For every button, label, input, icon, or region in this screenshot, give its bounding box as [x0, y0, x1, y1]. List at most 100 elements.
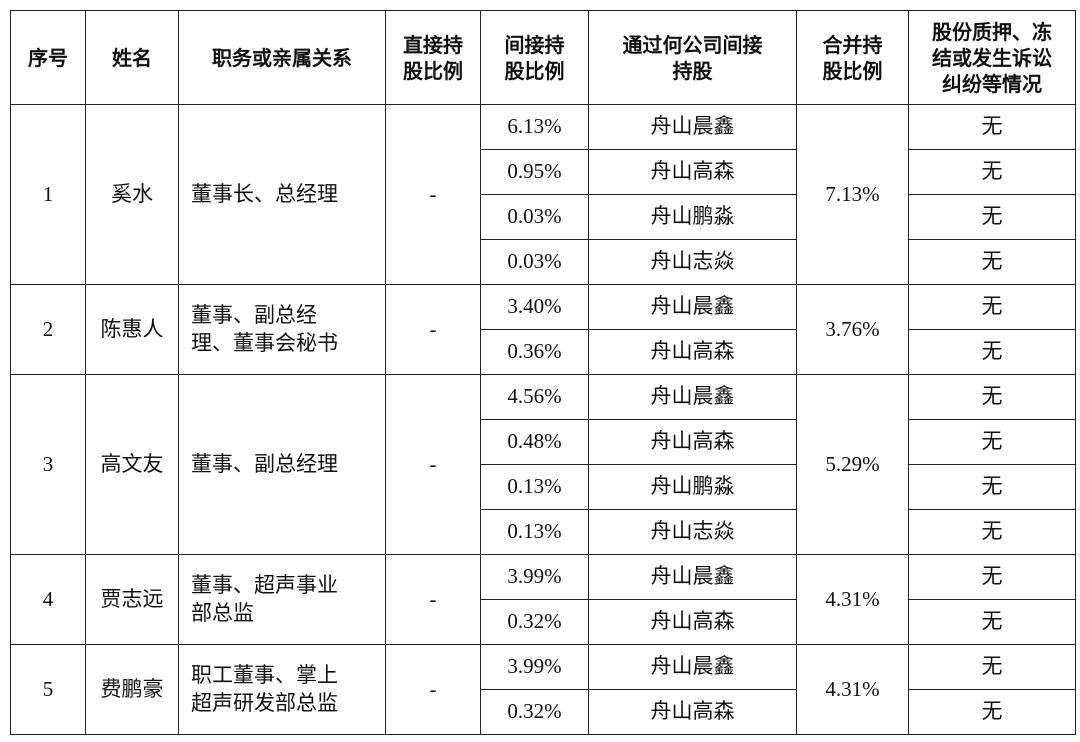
header-cell: 股份质押、冻 结或发生诉讼 纠纷等情况 [908, 10, 1076, 105]
table-row: 0.13% 舟山志焱 无 [11, 509, 1076, 555]
cell-line: 结或发生诉讼 [932, 45, 1052, 70]
pledge-cell: 无 [908, 689, 1076, 735]
indirect-pct-cell: 0.13% [480, 464, 589, 510]
index-cell: 2 [10, 284, 86, 375]
shareholding-table: 序号 姓名 职务或亲属关系 直接持 股比例 间接持 股比例 通过何公司间接 持股 合并持 股比例 股份… [10, 10, 1076, 735]
name-cell: 陈惠人 [85, 284, 179, 375]
cell-line: 股份质押、冻 [932, 19, 1052, 44]
table-row: 0.13% 舟山鹏淼 无 [11, 464, 1076, 510]
header-cell: 通过何公司间接 持股 [588, 10, 797, 105]
table-row: 3 高文友 董事、副总经理 -4.56% 舟山晨鑫 5.29% 无 [10, 374, 1076, 555]
table-row: 4 贾志远 董事、超声事业 部总监 -3.99% 舟山晨鑫 4.31% 无 [10, 554, 1076, 645]
indirect-pct-cell: 0.95% [480, 149, 589, 195]
indirect-pct-cell: 3.40% [480, 284, 589, 330]
cell-line: 通过何公司间接 [622, 32, 763, 57]
index-cell: 3 [10, 374, 86, 555]
company-cell: 舟山晨鑫 [588, 374, 797, 420]
header-cell: 姓名 [85, 10, 179, 105]
direct-cell: - [385, 284, 481, 375]
name-cell: 高文友 [85, 374, 179, 555]
pledge-cell: 无 [908, 149, 1076, 195]
table-row: 0.95% 舟山高森 无 [11, 149, 1076, 195]
company-cell: 舟山鹏淼 [588, 464, 797, 510]
name-cell: 费鹏豪 [85, 644, 179, 735]
company-cell: 舟山高森 [588, 419, 797, 465]
cell-line: 直接持 [403, 32, 463, 57]
cell-line: 理、董事会秘书 [191, 330, 338, 355]
cell-line: 部总监 [191, 600, 254, 625]
header-cell: 职务或亲属关系 [178, 10, 386, 105]
cell-line: 董事、超声事业 [191, 573, 338, 598]
indirect-pct-cell: 0.36% [480, 329, 589, 375]
indirect-pct-cell: 6.13% [480, 104, 589, 150]
title-cell: 董事、副总经 理、董事会秘书 [178, 284, 386, 375]
title-cell: 董事、副总经理 [178, 374, 386, 555]
header-cell: 合并持 股比例 [796, 10, 909, 105]
cell-line: 合并持 [822, 32, 883, 57]
pledge-cell: 无 [908, 104, 1076, 150]
indirect-pct-cell: 0.48% [480, 419, 589, 465]
company-cell: 舟山志焱 [588, 509, 797, 555]
pledge-cell: 无 [908, 194, 1076, 240]
company-cell: 舟山高森 [588, 599, 797, 645]
pledge-cell: 无 [908, 599, 1076, 645]
cell-line: 职务或亲属关系 [212, 45, 352, 70]
table-row: 0.32% 舟山高森 无 [11, 599, 1076, 645]
cell-line: 超声研发部总监 [191, 690, 338, 715]
index-cell: 1 [10, 104, 86, 285]
cell-line: 间接持 [504, 32, 565, 57]
pledge-cell: 无 [908, 554, 1076, 600]
total-cell: 7.13% [796, 104, 909, 285]
table-row: 0.32% 舟山高森 无 [11, 689, 1076, 735]
pledge-cell: 无 [908, 374, 1076, 420]
direct-cell: - [385, 374, 481, 555]
cell-line: 持股 [672, 58, 713, 83]
header-cell: 间接持 股比例 [480, 10, 589, 105]
company-cell: 舟山鹏淼 [588, 194, 797, 240]
index-cell: 4 [10, 554, 86, 645]
company-cell: 舟山晨鑫 [588, 644, 797, 690]
cell-line: 董事长、总经理 [191, 181, 338, 206]
company-cell: 舟山高森 [588, 329, 797, 375]
company-cell: 舟山晨鑫 [588, 554, 797, 600]
total-cell: 3.76% [796, 284, 909, 375]
direct-cell: - [385, 644, 481, 735]
total-cell: 4.31% [796, 554, 909, 645]
company-cell: 舟山志焱 [588, 239, 797, 285]
index-cell: 5 [10, 644, 86, 735]
total-cell: 5.29% [796, 374, 909, 555]
cell-line: 序号 [28, 45, 68, 70]
total-cell: 4.31% [796, 644, 909, 735]
header-cell: 序号 [10, 10, 86, 105]
pledge-cell: 无 [908, 239, 1076, 285]
cell-line: 姓名 [112, 45, 152, 70]
cell-line: 董事、副总经理 [191, 451, 338, 476]
company-cell: 舟山晨鑫 [588, 284, 797, 330]
table-row: 1 奚水 董事长、总经理 -6.13% 舟山晨鑫 7.13% 无 [10, 104, 1076, 285]
indirect-pct-cell: 0.32% [480, 689, 589, 735]
pledge-cell: 无 [908, 329, 1076, 375]
indirect-pct-cell: 0.03% [480, 239, 589, 285]
header-row: 序号 姓名 职务或亲属关系 直接持 股比例 间接持 股比例 通过何公司间接 持股 合并持 股比例 股份… [10, 10, 1076, 105]
pledge-cell: 无 [908, 509, 1076, 555]
name-cell: 贾志远 [85, 554, 179, 645]
indirect-pct-cell: 3.99% [480, 554, 589, 600]
indirect-pct-cell: 3.99% [480, 644, 589, 690]
table-wrap: 序号 姓名 职务或亲属关系 直接持 股比例 间接持 股比例 通过何公司间接 持股 合并持 股比例 股份… [10, 10, 1076, 735]
indirect-pct-cell: 0.13% [480, 509, 589, 555]
cell-line: 股比例 [504, 58, 565, 83]
header-cell: 直接持 股比例 [385, 10, 481, 105]
direct-cell: - [385, 104, 481, 285]
pledge-cell: 无 [908, 419, 1076, 465]
table-body: 1 奚水 董事长、总经理 -6.13% 舟山晨鑫 7.13% 无 0.95% 舟山高森无 0.03… [10, 104, 1076, 735]
indirect-pct-cell: 0.32% [480, 599, 589, 645]
cell-line: 纠纷等情况 [942, 71, 1042, 96]
company-cell: 舟山高森 [588, 689, 797, 735]
company-cell: 舟山高森 [588, 149, 797, 195]
title-cell: 董事长、总经理 [178, 104, 386, 285]
company-cell: 舟山晨鑫 [588, 104, 797, 150]
title-cell: 职工董事、掌上 超声研发部总监 [178, 644, 386, 735]
cell-line: 股比例 [403, 58, 463, 83]
table-row: 2 陈惠人 董事、副总经 理、董事会秘书 -3.40% 舟山晨鑫 3.76% 无 [10, 284, 1076, 375]
